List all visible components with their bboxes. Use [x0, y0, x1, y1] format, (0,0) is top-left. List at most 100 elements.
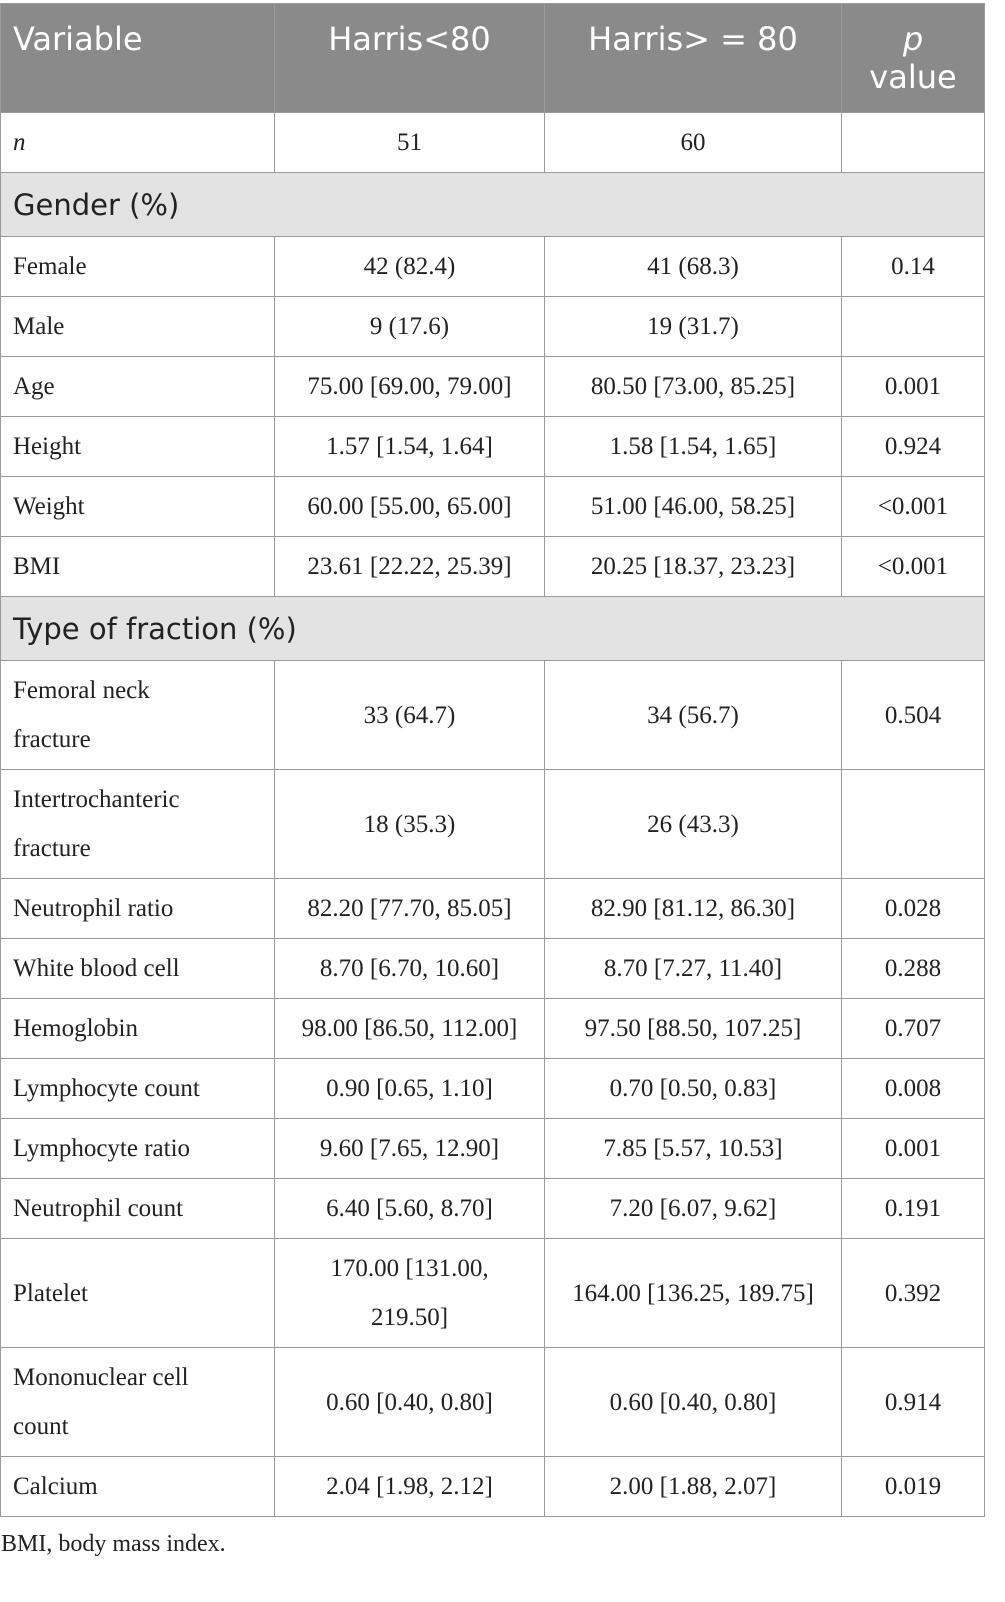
cell-p: 0.288 [841, 938, 985, 999]
row-label: Lymphocyte ratio [0, 1118, 275, 1179]
cell-lt80: 33 (64.7) [274, 660, 545, 770]
cell-p [841, 296, 985, 357]
cell-ge80: 41 (68.3) [544, 236, 842, 297]
table-row: Lymphocyte count 0.90 [0.65, 1.10] 0.70 … [0, 1058, 985, 1119]
row-label-line1: Femoral neck [13, 677, 150, 704]
section-fraction: Type of fraction (%) [0, 596, 985, 661]
row-label: Height [0, 416, 275, 477]
cell-ge80: 19 (31.7) [544, 296, 842, 357]
section-gender: Gender (%) [0, 172, 985, 237]
cell-lt80: 170.00 [131.00, 219.50] [274, 1238, 545, 1348]
row-label: Intertrochanteric fracture [0, 769, 275, 879]
table-row: Neutrophil ratio 82.20 [77.70, 85.05] 82… [0, 878, 985, 939]
row-label: Female [0, 236, 275, 297]
cell-ge80: 60 [544, 112, 842, 173]
cell-p: 0.14 [841, 236, 985, 297]
row-label: BMI [0, 536, 275, 597]
table-row: Hemoglobin 98.00 [86.50, 112.00] 97.50 [… [0, 998, 985, 1059]
header-value-label: value [869, 58, 957, 96]
cell-ge80: 7.85 [5.57, 10.53] [544, 1118, 842, 1179]
header-p-label: p [902, 20, 924, 58]
cell-ge80: 1.58 [1.54, 1.65] [544, 416, 842, 477]
header-harris-lt80: Harris<80 [274, 3, 545, 113]
cell-p: 0.191 [841, 1178, 985, 1239]
cell-lt80: 60.00 [55.00, 65.00] [274, 476, 545, 537]
cell-lt80: 0.90 [0.65, 1.10] [274, 1058, 545, 1119]
row-label: Lymphocyte count [0, 1058, 275, 1119]
table-row: Lymphocyte ratio 9.60 [7.65, 12.90] 7.85… [0, 1118, 985, 1179]
table-row: Age 75.00 [69.00, 79.00] 80.50 [73.00, 8… [0, 356, 985, 417]
cell-lt80: 9 (17.6) [274, 296, 545, 357]
cell-lt80: 8.70 [6.70, 10.60] [274, 938, 545, 999]
cell-lt80: 1.57 [1.54, 1.64] [274, 416, 545, 477]
cell-ge80: 0.60 [0.40, 0.80] [544, 1347, 842, 1457]
cell-p: 0.028 [841, 878, 985, 939]
table-row: Femoral neck fracture 33 (64.7) 34 (56.7)… [0, 660, 985, 770]
cell-lt80-line2: 219.50] [370, 1304, 449, 1331]
cell-lt80: 75.00 [69.00, 79.00] [274, 356, 545, 417]
cell-p: 0.001 [841, 1118, 985, 1179]
table-row: Female 42 (82.4) 41 (68.3) 0.14 [0, 236, 985, 297]
cell-p: 0.019 [841, 1456, 985, 1517]
cell-ge80: 7.20 [6.07, 9.62] [544, 1178, 842, 1239]
cell-p: 0.008 [841, 1058, 985, 1119]
header-variable: Variable [0, 3, 275, 113]
row-label: Femoral neck fracture [0, 660, 275, 770]
row-label-line2: fracture [13, 726, 91, 753]
table-row: Male 9 (17.6) 19 (31.7) [0, 296, 985, 357]
row-label: Hemoglobin [0, 998, 275, 1059]
table-row-n: n 51 60 [0, 112, 985, 173]
cell-ge80: 97.50 [88.50, 107.25] [544, 998, 842, 1059]
row-label: Neutrophil count [0, 1178, 275, 1239]
cell-p: 0.392 [841, 1238, 985, 1348]
data-table: Variable Harris<80 Harris> = 80 p value n… [0, 3, 985, 1517]
cell-p [841, 112, 985, 173]
cell-lt80: 0.60 [0.40, 0.80] [274, 1347, 545, 1457]
table-row: Mononuclear cell count 0.60 [0.40, 0.80] … [0, 1347, 985, 1457]
cell-ge80: 2.00 [1.88, 2.07] [544, 1456, 842, 1517]
cell-p: 0.001 [841, 356, 985, 417]
cell-ge80: 0.70 [0.50, 0.83] [544, 1058, 842, 1119]
cell-p: 0.924 [841, 416, 985, 477]
row-label-line2: fracture [13, 835, 91, 862]
cell-ge80: 34 (56.7) [544, 660, 842, 770]
row-label: White blood cell [0, 938, 275, 999]
row-label: n [0, 112, 275, 173]
cell-p: 0.707 [841, 998, 985, 1059]
cell-p: 0.504 [841, 660, 985, 770]
row-label: Male [0, 296, 275, 357]
row-label-line1: Mononuclear cell [13, 1364, 189, 1391]
header-harris-ge80: Harris> = 80 [544, 3, 842, 113]
row-label: Platelet [0, 1238, 275, 1348]
table-footnote: BMI, body mass index. [1, 1531, 226, 1557]
cell-ge80: 82.90 [81.12, 86.30] [544, 878, 842, 939]
cell-lt80: 98.00 [86.50, 112.00] [274, 998, 545, 1059]
section-label: Type of fraction (%) [0, 596, 985, 661]
table-row: Intertrochanteric fracture 18 (35.3) 26 (… [0, 769, 985, 879]
row-label: Calcium [0, 1456, 275, 1517]
cell-ge80: 26 (43.3) [544, 769, 842, 879]
cell-ge80: 20.25 [18.37, 23.23] [544, 536, 842, 597]
cell-lt80: 6.40 [5.60, 8.70] [274, 1178, 545, 1239]
cell-lt80: 42 (82.4) [274, 236, 545, 297]
table-row: White blood cell 8.70 [6.70, 10.60] 8.70… [0, 938, 985, 999]
cell-lt80: 82.20 [77.70, 85.05] [274, 878, 545, 939]
cell-p [841, 769, 985, 879]
cell-ge80: 164.00 [136.25, 189.75] [544, 1238, 842, 1348]
cell-lt80: 18 (35.3) [274, 769, 545, 879]
table-row: Neutrophil count 6.40 [5.60, 8.70] 7.20 … [0, 1178, 985, 1239]
cell-ge80: 80.50 [73.00, 85.25] [544, 356, 842, 417]
row-label-line2: count [13, 1413, 69, 1440]
header-p-value: p value [841, 3, 985, 113]
section-label: Gender (%) [0, 172, 985, 237]
table-row: BMI 23.61 [22.22, 25.39] 20.25 [18.37, 2… [0, 536, 985, 597]
cell-lt80: 2.04 [1.98, 2.12] [274, 1456, 545, 1517]
row-label: Weight [0, 476, 275, 537]
cell-p: 0.914 [841, 1347, 985, 1457]
cell-p: <0.001 [841, 476, 985, 537]
table-row: Weight 60.00 [55.00, 65.00] 51.00 [46.00… [0, 476, 985, 537]
row-label-line1: Intertrochanteric [13, 786, 180, 813]
cell-lt80: 9.60 [7.65, 12.90] [274, 1118, 545, 1179]
cell-lt80-line1: 170.00 [131.00, [330, 1255, 489, 1282]
cell-lt80: 23.61 [22.22, 25.39] [274, 536, 545, 597]
